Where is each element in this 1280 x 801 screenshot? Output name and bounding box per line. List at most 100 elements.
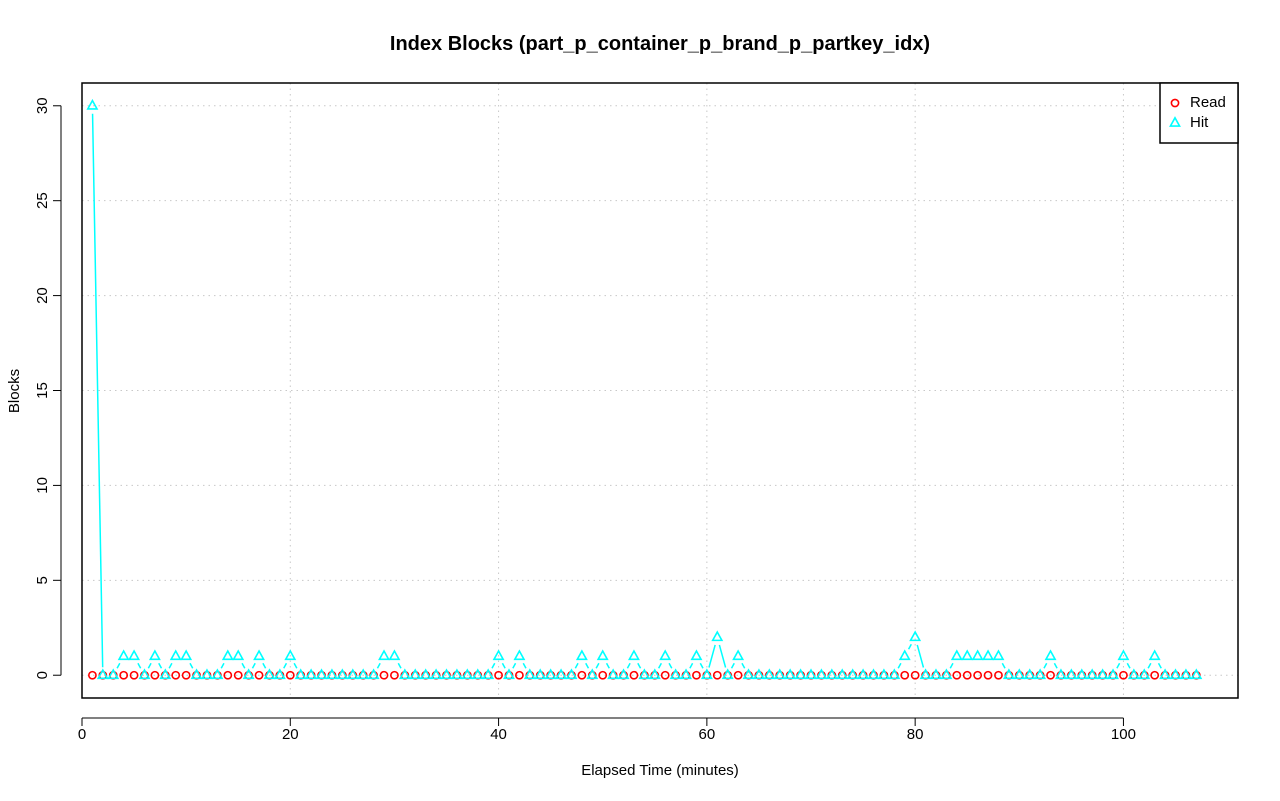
- y-tick-label: 15: [34, 382, 51, 399]
- data-point: [952, 670, 962, 680]
- series-segment: [251, 662, 256, 669]
- data-point: [669, 668, 682, 680]
- series-segment: [626, 662, 631, 669]
- data-point: [201, 668, 213, 680]
- series-segment: [668, 662, 673, 669]
- series-segment: [1147, 662, 1152, 669]
- data-point: [877, 668, 890, 680]
- data-point: [223, 670, 233, 680]
- data-point: [910, 670, 920, 680]
- series-segment: [574, 662, 579, 669]
- data-point: [690, 649, 703, 661]
- data-point: [128, 649, 141, 661]
- series-segment: [1053, 662, 1058, 669]
- data-point: [711, 630, 724, 642]
- data-point: [940, 668, 953, 680]
- data-point: [346, 668, 359, 680]
- data-point: [825, 668, 838, 680]
- data-point: [1150, 670, 1160, 680]
- y-axis-label: Blocks: [6, 369, 23, 413]
- data-point: [254, 670, 264, 680]
- data-point: [305, 668, 318, 680]
- series: [86, 98, 1203, 680]
- data-point: [232, 649, 245, 661]
- series-segment: [116, 662, 121, 669]
- x-axis-label: Elapsed Time (minutes): [581, 762, 739, 779]
- series-segment: [585, 662, 590, 669]
- data-point: [586, 668, 599, 680]
- data-point: [1127, 668, 1140, 680]
- data-point: [659, 649, 672, 661]
- data-point: [150, 670, 160, 680]
- series-segment: [158, 662, 163, 669]
- series-segment: [501, 662, 506, 669]
- data-point: [1044, 649, 1057, 661]
- series-segment: [491, 662, 496, 669]
- data-point: [638, 668, 651, 680]
- series-segment: [262, 662, 267, 669]
- data-point: [336, 668, 349, 680]
- data-point: [419, 668, 432, 680]
- data-point: [700, 668, 713, 680]
- series-segment: [699, 662, 704, 669]
- data-point: [180, 649, 193, 661]
- data-point: [294, 668, 307, 680]
- data-point: [1046, 670, 1055, 680]
- data-point: [482, 668, 495, 680]
- series-hit: [86, 98, 1203, 680]
- data-point: [1023, 668, 1036, 680]
- data-point: [607, 668, 620, 680]
- data-point: [994, 670, 1003, 680]
- data-point: [88, 670, 97, 680]
- data-point: [221, 649, 234, 661]
- data-point: [1169, 668, 1182, 680]
- series-segment: [91, 113, 104, 668]
- grid: [81, 83, 1238, 698]
- data-point: [242, 668, 255, 680]
- data-point: [513, 649, 526, 661]
- data-point: [357, 668, 370, 680]
- data-point: [190, 668, 203, 680]
- series-segment: [283, 662, 288, 669]
- y-tick-label: 0: [34, 671, 51, 679]
- y-tick-label: 5: [34, 576, 51, 584]
- data-point: [836, 668, 849, 680]
- data-point: [378, 649, 390, 661]
- data-point: [1054, 668, 1067, 680]
- y-tick-label: 25: [34, 192, 51, 209]
- series-segment: [397, 662, 402, 669]
- data-point: [596, 649, 609, 661]
- data-point: [494, 670, 503, 680]
- series-segment: [137, 662, 142, 669]
- data-point: [742, 668, 755, 680]
- data-point: [534, 668, 547, 680]
- data-point: [577, 670, 587, 680]
- data-point: [1034, 668, 1047, 680]
- data-point: [961, 649, 974, 661]
- series-segment: [1116, 662, 1121, 669]
- data-point: [773, 668, 786, 680]
- data-point: [1002, 668, 1015, 680]
- axes: 0 20 40 60 80 100 0 5 10 15 20 25 30: [34, 82, 1239, 743]
- series-segment: [220, 662, 225, 669]
- data-point: [315, 668, 328, 680]
- series-segment: [741, 662, 746, 669]
- data-point: [973, 670, 983, 680]
- data-point: [159, 668, 172, 680]
- data-point: [1190, 668, 1203, 680]
- data-point: [398, 668, 411, 680]
- data-point: [379, 670, 389, 680]
- data-point: [784, 668, 797, 680]
- data-point: [660, 670, 670, 680]
- data-point: [171, 670, 181, 680]
- chart-title: Index Blocks (part_p_container_p_brand_p…: [390, 33, 930, 55]
- series-segment: [168, 662, 173, 669]
- data-point: [900, 670, 910, 680]
- legend-label-read: Read: [1190, 94, 1226, 111]
- data-point: [983, 670, 993, 680]
- series-segment: [241, 662, 246, 669]
- data-point: [181, 670, 191, 680]
- series-segment: [1157, 662, 1162, 669]
- data-point: [919, 668, 932, 680]
